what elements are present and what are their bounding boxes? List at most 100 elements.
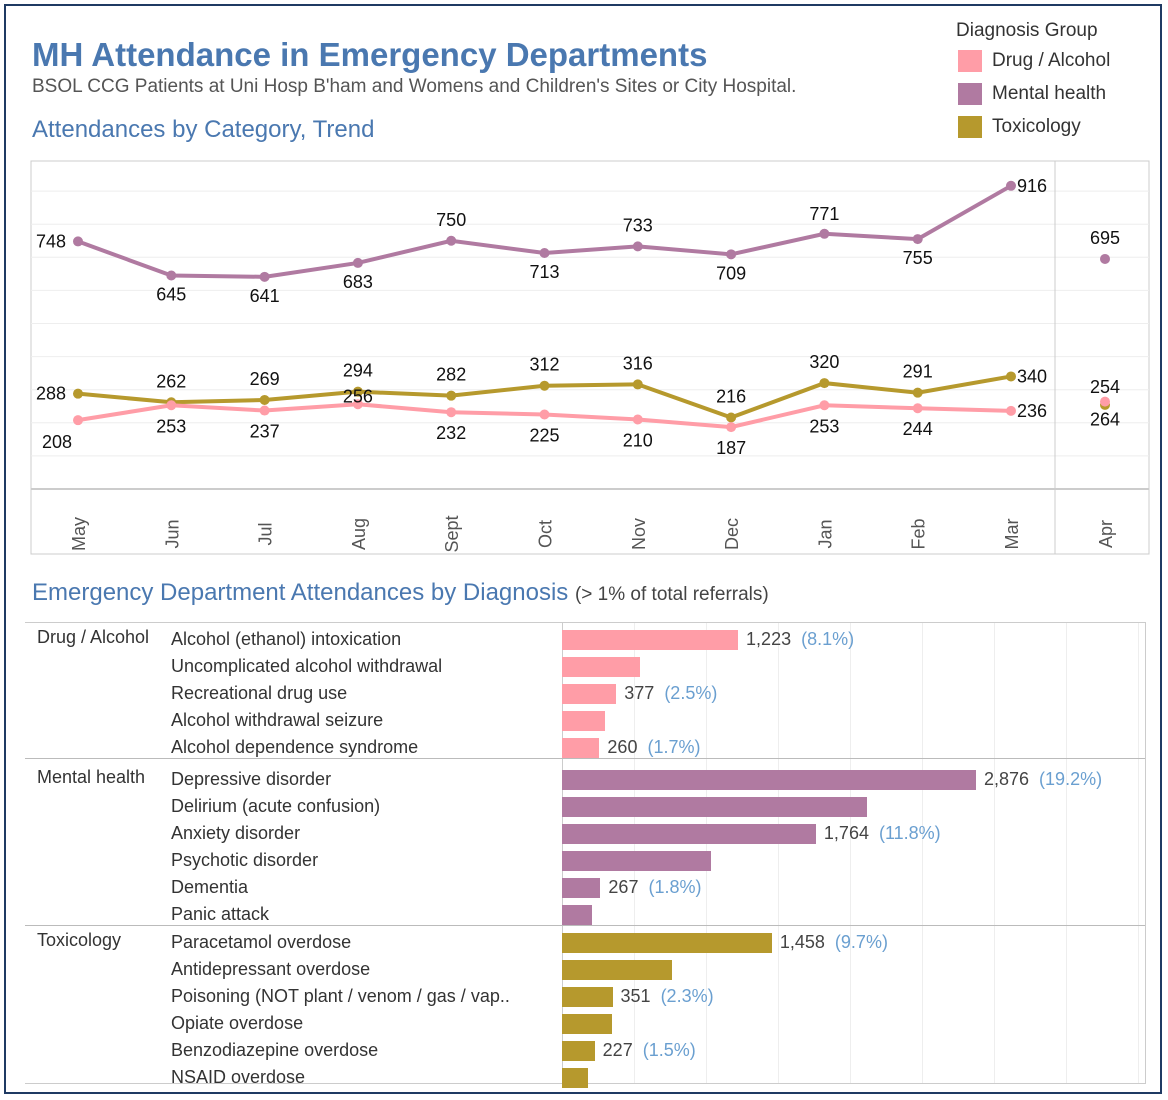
percent-text: (8.1%) [801,629,855,649]
diagnosis-label: Anxiety disorder [171,823,301,843]
table-row[interactable]: Depressive disorder 2,876 (19.2%) [25,766,1145,793]
data-label: 641 [250,286,280,306]
x-tick-label: Nov [629,518,649,550]
x-tick-label: Oct [536,520,556,548]
bar-value-label: 1,764 (11.8%) [824,823,941,844]
gridline [849,623,851,1083]
data-point [726,422,737,433]
table-row[interactable]: Alcohol (ethanol) intoxication 1,223 (8.1%… [25,626,1145,653]
percent-text: (1.5%) [642,1040,696,1060]
diagnosis-label: Psychotic disorder [171,850,319,870]
dashboard: MH Attendance in Emergency Departments B… [4,4,1162,1094]
data-point [1006,180,1016,191]
legend-item[interactable]: Mental health [956,77,1110,110]
data-point [912,387,923,398]
diagnosis-subtitle: (> 1% of total referrals) [574,584,769,605]
table-row[interactable]: Alcohol dependence syndrome 260 (1.7%) [25,734,1145,761]
bar-value-label: 351 (2.3%) [621,986,714,1007]
gridline [1065,623,1067,1083]
bar [562,738,600,758]
data-label: 312 [529,355,559,375]
bar [562,684,617,704]
table-row[interactable]: Panic attack [25,901,1145,928]
value-text: 267 [608,877,639,897]
legend-swatch [958,82,982,105]
table-row[interactable]: NSAID overdose [25,1064,1145,1091]
diagnosis-label: Recreational drug use [171,683,348,703]
data-point [446,407,457,418]
diagnosis-label: Benzodiazepine overdose [171,1040,379,1060]
data-label: 236 [1017,401,1047,421]
data-point [446,390,457,401]
page-subtitle: BSOL CCG Patients at Uni Hosp B'ham and … [32,76,797,97]
data-point [912,403,923,414]
gridline [993,623,995,1083]
table-row[interactable]: Delirium (acute confusion) [25,793,1145,820]
percent-text: (11.8%) [878,823,941,843]
legend-label: Drug / Alcohol [992,49,1111,71]
data-point [352,386,363,397]
data-label: 282 [436,365,466,385]
trend-section-title: Attendances by Category, Trend [32,116,375,143]
gridline [1137,623,1139,1083]
data-label: 253 [809,416,839,436]
data-point [632,414,643,425]
data-point [819,378,830,389]
data-point [819,228,830,239]
data-label: 232 [436,423,466,443]
table-row[interactable]: Alcohol withdrawal seizure [25,707,1145,734]
legend-item[interactable]: Drug / Alcohol [956,44,1110,77]
table-row[interactable]: Opiate overdose [25,1010,1145,1037]
data-label: 771 [809,204,839,224]
data-point [632,379,643,390]
data-label: 237 [250,422,280,442]
table-row[interactable]: Dementia 267 (1.8%) [25,874,1145,901]
legend-item[interactable]: Toxicology [956,110,1110,143]
bar-value-label: 2,876 (19.2%) [984,769,1102,790]
data-label: 256 [343,386,373,406]
table-row[interactable]: Uncomplicated alcohol withdrawal [25,653,1145,680]
data-label: 254 [1090,377,1120,397]
legend-label: Mental health [992,82,1107,104]
bar [562,851,711,871]
percent-text: (2.3%) [660,986,714,1006]
data-label: 755 [903,248,933,268]
legend-swatch [958,49,982,72]
diagnosis-title-text: Emergency Department Attendances by Diag… [32,579,569,606]
diagnosis-group: Mental health Depressive disorder 2,876 (19… [25,763,1145,926]
value-text: 377 [624,683,655,703]
diagnosis-group: Toxicology Paracetamol overdose 1,458 (9.7%… [25,926,1145,1088]
data-point [539,409,550,420]
value-text: 351 [620,986,651,1006]
legend: Diagnosis Group Drug / Alcohol Mental hea… [956,20,1110,143]
data-label: 187 [716,438,746,458]
data-point [166,270,177,281]
table-row[interactable]: Psychotic disorder [25,847,1145,874]
table-row[interactable]: Antidepressant overdose [25,956,1145,983]
bar-value-label: 227 (1.5%) [603,1040,696,1061]
table-row[interactable]: Poisoning (NOT plant / venom / gas / vap… [25,983,1145,1010]
data-point [259,271,270,282]
table-row[interactable]: Recreational drug use 377 (2.5%) [25,680,1145,707]
data-point [632,241,643,252]
percent-text: (1.7%) [647,737,701,757]
bar-value-label: 260 (1.7%) [607,737,700,758]
group-label: Toxicology [37,930,122,950]
percent-text: (2.5%) [664,683,718,703]
data-point [1006,405,1016,416]
bar-value-label: 1,223 (8.1%) [746,629,854,650]
diagnosis-label: Alcohol dependence syndrome [171,737,419,757]
diagnosis-bar-chart: Drug / Alcohol Alcohol (ethanol) intoxica… [25,622,1146,1088]
bar [562,711,606,731]
x-tick-label: Jun [162,519,182,548]
bar [562,960,673,980]
diagnosis-label: Delirium (acute confusion) [171,796,381,816]
table-row[interactable]: Benzodiazepine overdose 227 (1.5%) [25,1037,1145,1064]
bar [562,1068,588,1088]
table-row[interactable]: Paracetamol overdose 1,458 (9.7%) [25,929,1145,956]
diagnosis-group: Drug / Alcohol Alcohol (ethanol) intoxica… [25,623,1145,759]
table-row[interactable]: Anxiety disorder 1,764 (11.8%) [25,820,1145,847]
bar [562,905,593,925]
diagnosis-label: Poisoning (NOT plant / venom / gas / vap… [171,986,510,1006]
data-label: 713 [529,262,559,282]
